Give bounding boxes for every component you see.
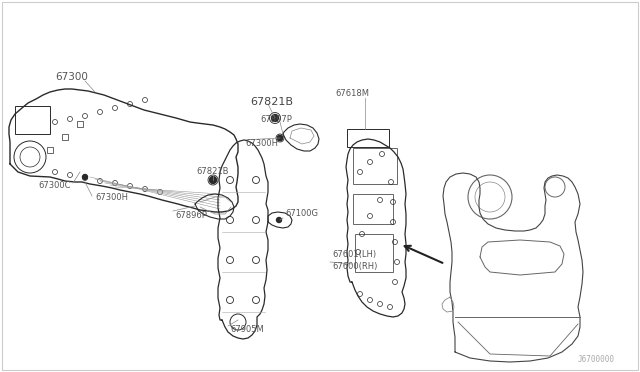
Text: 67601(LH): 67601(LH) bbox=[332, 250, 376, 259]
Bar bbox=[355, 234, 393, 272]
Text: 67100G: 67100G bbox=[285, 209, 318, 218]
Text: 67618M: 67618M bbox=[335, 90, 369, 99]
Text: 67821B: 67821B bbox=[250, 97, 293, 107]
Bar bbox=[353, 194, 393, 224]
Text: 67896P: 67896P bbox=[175, 211, 207, 219]
Text: 67300: 67300 bbox=[55, 72, 88, 82]
Bar bbox=[47, 147, 53, 153]
Circle shape bbox=[276, 218, 282, 222]
Text: 67897P: 67897P bbox=[260, 115, 292, 125]
Text: 67905M: 67905M bbox=[230, 326, 264, 334]
Text: J6700000: J6700000 bbox=[578, 355, 615, 364]
Bar bbox=[353, 148, 397, 184]
Text: 67300H: 67300H bbox=[245, 140, 278, 148]
Text: 67600(RH): 67600(RH) bbox=[332, 263, 378, 272]
Circle shape bbox=[83, 174, 88, 180]
Text: 67821B: 67821B bbox=[196, 167, 228, 176]
Circle shape bbox=[209, 176, 216, 183]
Text: 67300H: 67300H bbox=[95, 193, 128, 202]
Bar bbox=[347, 129, 389, 147]
Bar bbox=[62, 134, 68, 140]
Text: 67300C: 67300C bbox=[38, 180, 70, 189]
Circle shape bbox=[271, 115, 278, 122]
Circle shape bbox=[278, 135, 282, 141]
Circle shape bbox=[278, 135, 282, 141]
Bar bbox=[15, 106, 50, 134]
Bar bbox=[77, 121, 83, 127]
